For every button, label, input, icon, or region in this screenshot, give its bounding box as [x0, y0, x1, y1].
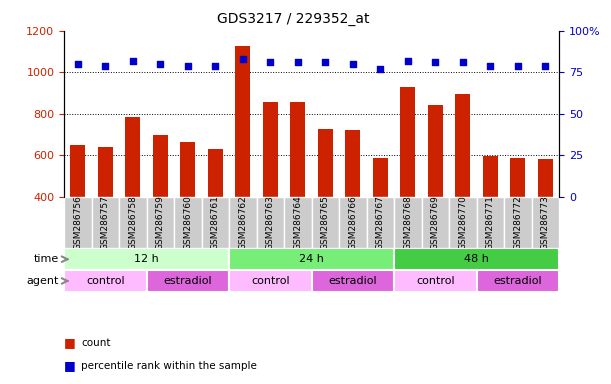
Bar — [263, 102, 278, 280]
Text: GSM286772: GSM286772 — [513, 195, 522, 250]
Point — [403, 58, 413, 64]
Text: GSM286764: GSM286764 — [293, 195, 302, 250]
Text: GSM286765: GSM286765 — [321, 195, 330, 250]
Text: GSM286758: GSM286758 — [128, 195, 137, 250]
Bar — [174, 197, 202, 248]
Text: GSM286768: GSM286768 — [403, 195, 412, 250]
Bar — [428, 105, 443, 280]
Point — [376, 66, 386, 72]
Bar — [125, 118, 141, 280]
Point — [210, 63, 221, 69]
Bar — [477, 270, 559, 292]
Point — [513, 63, 523, 69]
Bar — [477, 197, 504, 248]
Text: GSM286773: GSM286773 — [541, 195, 550, 250]
Bar — [312, 270, 394, 292]
Text: estradiol: estradiol — [329, 276, 377, 286]
Point — [128, 58, 138, 64]
Text: GSM286770: GSM286770 — [458, 195, 467, 250]
Point — [183, 63, 193, 69]
Text: 48 h: 48 h — [464, 254, 489, 264]
Text: 24 h: 24 h — [299, 254, 324, 264]
Point — [348, 61, 358, 67]
Bar — [345, 130, 360, 280]
Text: ■: ■ — [64, 336, 76, 349]
Bar — [367, 197, 394, 248]
Bar — [257, 197, 284, 248]
Text: 12 h: 12 h — [134, 254, 159, 264]
Bar — [510, 158, 525, 280]
Bar — [229, 197, 257, 248]
Bar — [98, 147, 113, 280]
Text: GSM286767: GSM286767 — [376, 195, 385, 250]
Text: estradiol: estradiol — [494, 276, 542, 286]
Bar — [504, 197, 532, 248]
Text: control: control — [251, 276, 290, 286]
Text: GSM286760: GSM286760 — [183, 195, 192, 250]
Bar — [449, 197, 477, 248]
Bar — [318, 129, 333, 280]
Text: estradiol: estradiol — [164, 276, 212, 286]
Bar — [538, 159, 553, 280]
Bar — [119, 197, 147, 248]
Bar — [208, 149, 223, 280]
Bar — [229, 248, 394, 270]
Bar — [70, 145, 86, 280]
Bar — [339, 197, 367, 248]
Bar — [202, 197, 229, 248]
Bar — [64, 197, 92, 248]
Point — [266, 59, 276, 65]
Text: GSM286769: GSM286769 — [431, 195, 440, 250]
Bar — [92, 197, 119, 248]
Point — [156, 61, 166, 67]
Bar — [422, 197, 449, 248]
Text: ■: ■ — [64, 359, 76, 372]
Bar — [373, 158, 388, 280]
Bar — [400, 87, 415, 280]
Text: count: count — [81, 338, 111, 348]
Text: time: time — [34, 254, 59, 264]
Text: GSM286761: GSM286761 — [211, 195, 220, 250]
Point — [73, 61, 83, 67]
Bar — [235, 46, 251, 280]
Text: GSM286766: GSM286766 — [348, 195, 357, 250]
Bar — [64, 270, 147, 292]
Point — [238, 56, 248, 62]
Bar — [455, 94, 470, 280]
Text: GSM286763: GSM286763 — [266, 195, 275, 250]
Bar — [147, 197, 174, 248]
Text: GSM286762: GSM286762 — [238, 195, 247, 250]
Bar — [394, 270, 477, 292]
Text: GSM286759: GSM286759 — [156, 195, 165, 250]
Bar — [312, 197, 339, 248]
Text: control: control — [416, 276, 455, 286]
Text: agent: agent — [26, 276, 59, 286]
Point — [431, 59, 441, 65]
Text: GDS3217 / 229352_at: GDS3217 / 229352_at — [217, 12, 370, 25]
Bar — [64, 248, 229, 270]
Bar — [147, 270, 229, 292]
Bar — [394, 197, 422, 248]
Text: GSM286756: GSM286756 — [73, 195, 82, 250]
Point — [293, 59, 303, 65]
Text: percentile rank within the sample: percentile rank within the sample — [81, 361, 257, 371]
Point — [541, 63, 551, 69]
Text: control: control — [86, 276, 125, 286]
Text: GSM286771: GSM286771 — [486, 195, 495, 250]
Bar — [483, 156, 498, 280]
Point — [321, 59, 331, 65]
Point — [486, 63, 496, 69]
Bar — [532, 197, 559, 248]
Bar — [394, 248, 559, 270]
Point — [100, 63, 111, 69]
Bar — [290, 102, 306, 280]
Text: GSM286757: GSM286757 — [101, 195, 110, 250]
Bar — [284, 197, 312, 248]
Bar — [153, 135, 168, 280]
Bar — [180, 142, 196, 280]
Bar — [229, 270, 312, 292]
Point — [458, 59, 468, 65]
